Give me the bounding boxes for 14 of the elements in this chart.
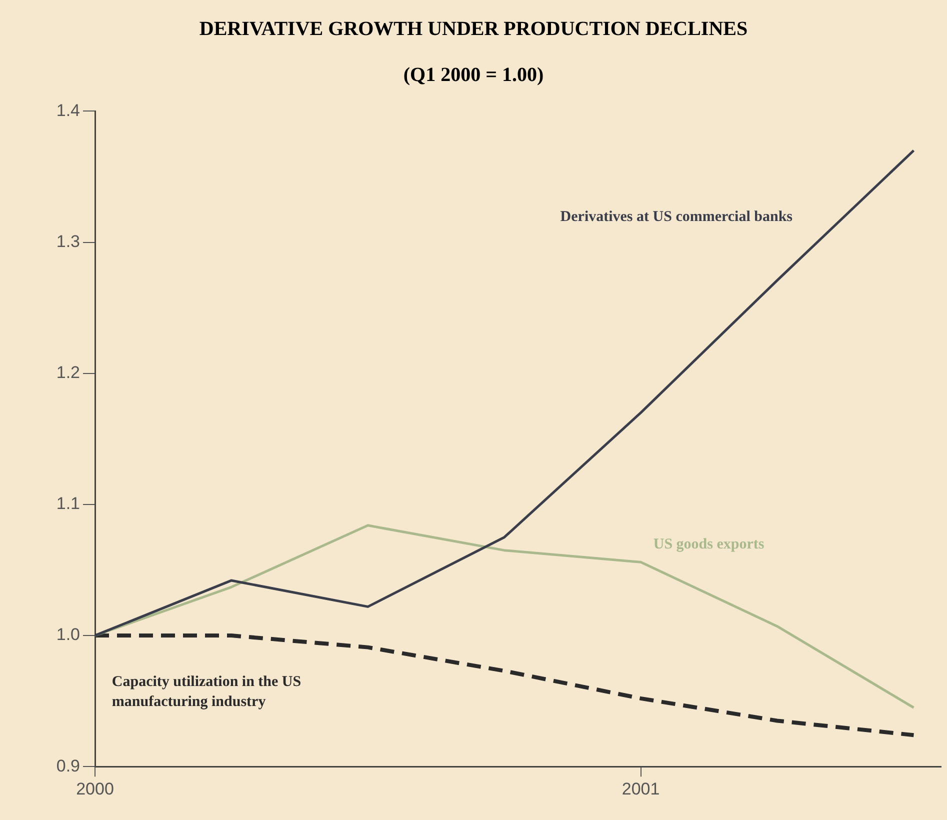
y-tick-label: 1.2 (56, 363, 80, 382)
y-tick-label: 1.3 (56, 232, 80, 251)
y-tick-label: 1.1 (56, 494, 80, 514)
y-tick-label: 1.4 (56, 100, 80, 120)
x-tick-label: 2000 (76, 779, 114, 798)
y-tick-label: 0.9 (56, 756, 80, 776)
y-tick-label: 1.0 (56, 625, 80, 644)
series-label: Derivatives at US commercial banks (560, 208, 793, 225)
text: Capacity utilization in the US manufacturing industry (112, 674, 302, 710)
chart-title: DERIVATIVE GROWTH UNDER PRODUCTION DECLINES (198, 18, 749, 42)
line-series (95, 634, 916, 738)
x-tick-label: 2001 (622, 779, 660, 798)
series-label: US goods exports (653, 536, 764, 553)
chart-subtitle: (Q1 2000 = 1.00) (402, 64, 545, 88)
